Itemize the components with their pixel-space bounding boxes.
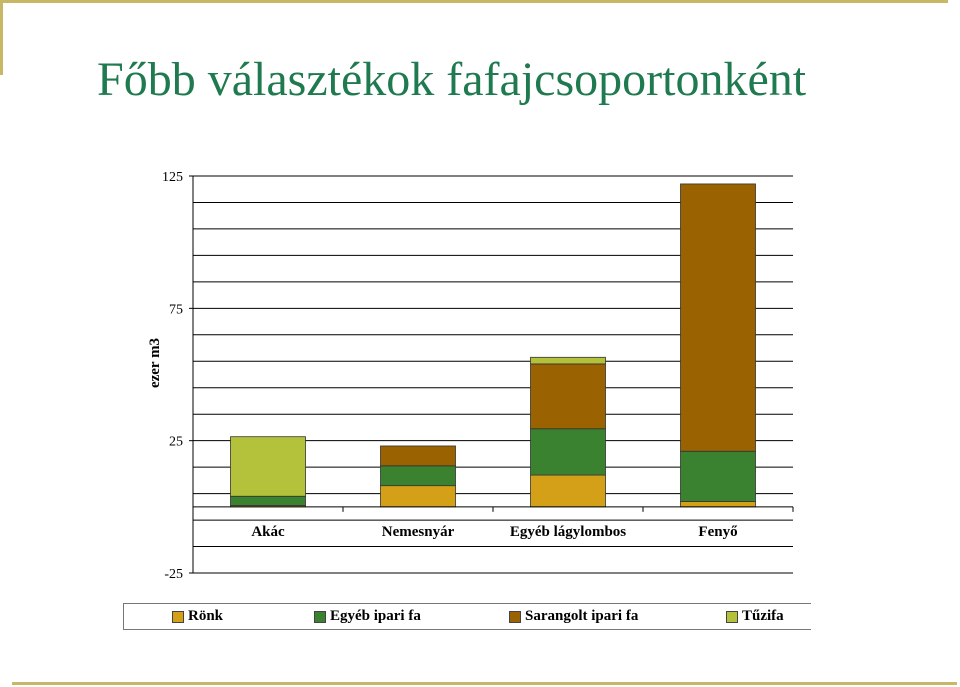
bar-segment xyxy=(230,436,306,497)
bar-segment xyxy=(380,485,456,508)
category-label: Nemesnyár xyxy=(382,524,455,540)
legend-label-egyeb-ipari-fa: Egyéb ipari fa xyxy=(330,608,421,624)
axes xyxy=(189,175,794,574)
bar-segment xyxy=(380,445,456,467)
y-tick-label: -25 xyxy=(164,567,183,582)
category-labels: Akác Nemesnyár Egyéb lágylombos Fenyő xyxy=(251,524,738,540)
legend-item-ronk: Rönk xyxy=(172,608,223,625)
bar-segment xyxy=(530,363,606,430)
legend-swatch-tuzifa xyxy=(726,610,738,623)
legend: Rönk Egyéb ipari fa Sarangolt ipari fa T… xyxy=(123,603,811,630)
bar-segment xyxy=(530,474,606,508)
bar-segment xyxy=(380,465,456,487)
top-decorative-line xyxy=(0,0,948,3)
legend-swatch-ronk xyxy=(172,610,184,623)
legend-item-tuzifa: Tűzifa xyxy=(726,608,784,625)
y-tick-labels: 125 75 25 -25 xyxy=(162,170,183,582)
category-label: Egyéb lágylombos xyxy=(510,524,626,540)
y-tick-label: 25 xyxy=(169,435,183,450)
legend-swatch-egyeb-ipari-fa xyxy=(314,610,326,623)
bar-segment xyxy=(230,495,306,506)
bar-segment xyxy=(680,450,756,502)
legend-label-ronk: Rönk xyxy=(188,608,224,624)
legend-item-egyeb-ipari-fa: Egyéb ipari fa xyxy=(314,608,421,625)
y-tick-label: 75 xyxy=(169,302,183,317)
bar-segment xyxy=(680,501,756,508)
legend-swatch-sarangolt-ipari-fa xyxy=(509,610,521,623)
bar-segment xyxy=(530,356,606,365)
bar-segment xyxy=(530,428,606,476)
y-tick-label: 125 xyxy=(162,170,183,185)
y-axis-label: ezer m3 xyxy=(147,338,163,388)
stacked-bar-chart: 125 75 25 -25 Akác Nemesnyár Egyéb lágylombos… xyxy=(147,170,794,582)
legend-item-sarangolt-ipari-fa: Sarangolt ipari fa xyxy=(509,608,638,625)
legend-label-sarangolt-ipari-fa: Sarangolt ipari fa xyxy=(525,608,639,624)
legend-label-tuzifa: Tűzifa xyxy=(742,608,784,624)
slide-title: Főbb választékok fafajcsoportonként xyxy=(97,53,807,106)
left-decorative-line xyxy=(0,0,3,75)
bottom-decorative-line xyxy=(12,682,957,685)
category-label: Fenyő xyxy=(698,524,738,540)
category-label: Akác xyxy=(251,524,285,540)
bar-segments xyxy=(230,183,756,508)
bar-segment xyxy=(680,183,756,452)
